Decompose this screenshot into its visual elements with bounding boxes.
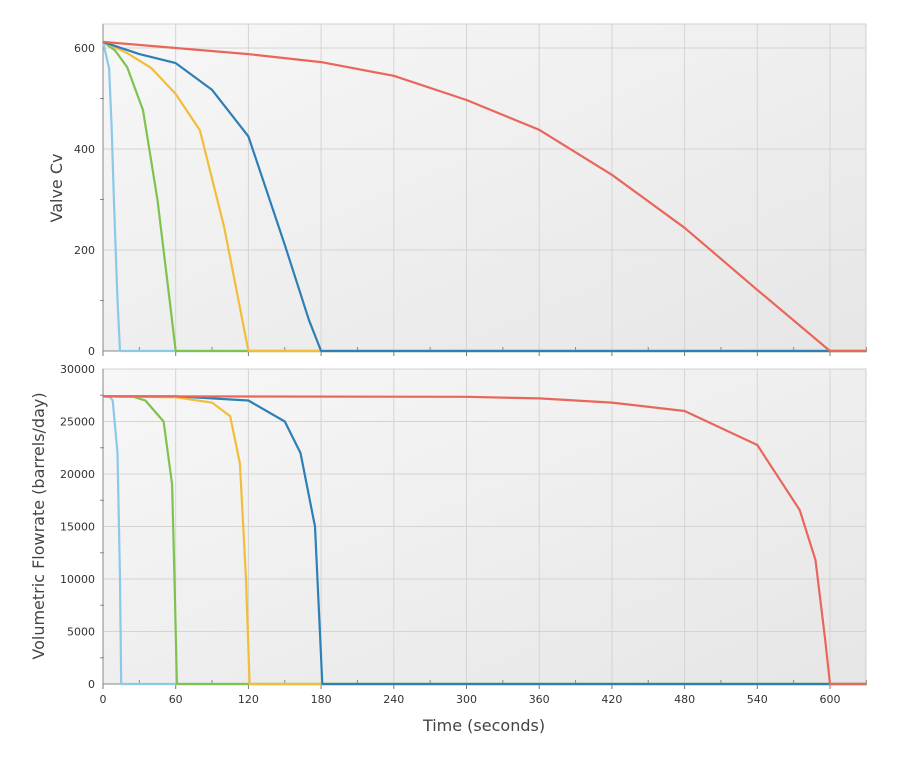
- series-line-600-s-closure: [102, 40, 867, 353]
- x-tick-label: 540: [747, 693, 768, 706]
- y-axis-label-flowrate: Volumetric Flowrate (barrels/day): [29, 392, 48, 659]
- y-tick-label: 15000: [60, 521, 95, 534]
- x-tick-label: 600: [820, 693, 841, 706]
- y-tick-label: 20000: [60, 468, 95, 481]
- y-tick-label: 0: [88, 678, 95, 691]
- y-tick-label: 30000: [60, 363, 95, 376]
- valve-cv-plot: 0 200 400 600: [74, 23, 867, 358]
- y-tick-label: 600: [74, 42, 95, 55]
- y-tick-label: 400: [74, 143, 95, 156]
- y-tick-label: 25000: [60, 416, 95, 429]
- x-tick-label: 0: [100, 693, 107, 706]
- x-axis-label: Time (seconds): [422, 716, 545, 735]
- y-tick-label: 0: [88, 345, 95, 358]
- x-tick-label: 60: [169, 693, 183, 706]
- x-tick-label: 240: [383, 693, 404, 706]
- flowrate-plot: 0 60 120 180 240 300 360 420 480 540 600 0 5000 10000…: [60, 363, 867, 706]
- series-line-180-s-closure: [103, 395, 867, 686]
- x-tick-label: 300: [456, 693, 477, 706]
- x-tick-label: 420: [601, 693, 622, 706]
- series-line-120-s-closure: [102, 395, 867, 686]
- series-line-180-s-closure: [102, 40, 867, 353]
- plot-area: [102, 23, 867, 352]
- y-axis-label-valve-cv: Valve Cv: [47, 154, 66, 223]
- series-line-60-s-closure: [102, 41, 867, 353]
- x-tick-label: 480: [674, 693, 695, 706]
- y-tick-label: 200: [74, 244, 95, 257]
- series-line-600-s-closure: [102, 395, 867, 686]
- x-tick-label: 180: [311, 693, 332, 706]
- series-line-120-s-closure: [102, 40, 867, 353]
- series-line-15-s-closure: [101, 41, 867, 353]
- x-tick-label: 120: [238, 693, 259, 706]
- x-tick-label: 360: [529, 693, 550, 706]
- y-tick-label: 10000: [60, 573, 95, 586]
- y-tick-label: 5000: [67, 626, 95, 639]
